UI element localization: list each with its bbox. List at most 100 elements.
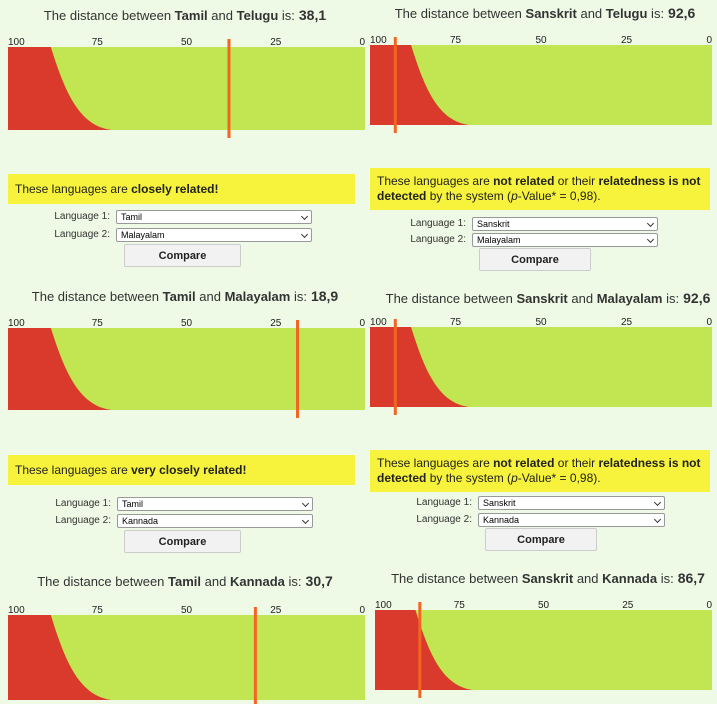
- result-segment: These languages are: [377, 456, 494, 470]
- x-tick-label: 75: [91, 318, 103, 329]
- result-segment: relatedness is not detected: [377, 174, 701, 203]
- result-segment: closely related!: [131, 181, 219, 196]
- result-segment: -Value* = 0,98).: [517, 189, 601, 203]
- language-1-label: Language 1:: [410, 218, 466, 229]
- language-1-select[interactable]: Sanskrit: [472, 217, 658, 231]
- title-suffix: is:: [651, 6, 665, 21]
- title-suffix: is:: [288, 574, 302, 589]
- x-tick-label: 100: [8, 318, 25, 329]
- result-segment: relatedness is not detected: [377, 456, 701, 485]
- language-1: Sanskrit: [525, 6, 577, 21]
- distance-title: The distance between Tamil and Telugu is…: [44, 7, 326, 23]
- distance-chart: [8, 607, 365, 704]
- compare-button[interactable]: Compare: [485, 528, 597, 551]
- title-suffix: is:: [660, 571, 674, 586]
- x-tick-label: 0: [706, 35, 712, 46]
- x-tick-label: 100: [8, 37, 25, 48]
- title-suffix: is:: [293, 289, 307, 304]
- title-prefix: The distance between: [43, 8, 172, 23]
- title-conj: and: [580, 6, 603, 21]
- language-2-label: Language 2:: [55, 515, 111, 526]
- title-prefix: The distance between: [37, 574, 165, 589]
- result-box: These languages are not related or their…: [370, 168, 710, 210]
- distance-value: 92,6: [668, 5, 696, 21]
- language-2-select[interactable]: Malayalam: [472, 233, 658, 247]
- title-prefix: The distance between: [31, 289, 159, 304]
- distance-value: 92,6: [683, 290, 711, 306]
- language-2-select[interactable]: Kannada: [117, 514, 313, 528]
- x-tick-label: 75: [449, 35, 462, 46]
- distance-title: The distance between Sanskrit and Malaya…: [386, 290, 711, 306]
- language-2: Kannada: [230, 574, 285, 589]
- x-tick-label: 25: [270, 37, 282, 48]
- language-1: Sanskrit: [516, 291, 568, 306]
- distance-chart: [370, 37, 712, 133]
- language-1: Tamil: [168, 574, 202, 589]
- distance-title: The distance between Tamil and Kannada i…: [37, 573, 333, 589]
- x-tick-label: 0: [359, 318, 365, 329]
- compare-button[interactable]: Compare: [124, 530, 241, 553]
- x-tick-label: 25: [620, 35, 633, 46]
- result-box: These languages are not related or their…: [370, 450, 710, 492]
- x-tick-label: 50: [180, 37, 193, 48]
- unrelated-zone: [8, 615, 112, 700]
- x-tick-label: 75: [453, 600, 465, 611]
- x-tick-label: 50: [537, 600, 550, 611]
- language-2: Telugu: [236, 8, 279, 23]
- x-tick-label: 50: [180, 318, 193, 329]
- result-segment: These languages are: [15, 181, 132, 196]
- result-segment: by the system (: [426, 189, 512, 203]
- x-tick-label: 100: [375, 600, 392, 611]
- distance-chart: [370, 319, 712, 415]
- language-1-select[interactable]: Tamil: [117, 497, 313, 511]
- distance-title: The distance between Tamil and Malayalam…: [32, 288, 338, 304]
- compare-button[interactable]: Compare: [479, 248, 591, 271]
- language-2: Malayalam: [224, 289, 291, 304]
- distance-chart: [8, 39, 365, 138]
- result-segment: p: [511, 471, 518, 485]
- language-1-select[interactable]: Tamil: [116, 210, 312, 224]
- unrelated-zone: [8, 47, 112, 130]
- result-segment: by the system (: [426, 471, 512, 485]
- x-tick-label: 25: [620, 317, 633, 328]
- language-2-select[interactable]: Kannada: [478, 513, 665, 527]
- x-tick-label: 50: [535, 317, 547, 328]
- title-conj: and: [576, 571, 599, 586]
- language-1-label: Language 1:: [54, 211, 110, 222]
- x-tick-label: 75: [91, 605, 103, 616]
- result-segment: or their: [554, 174, 599, 188]
- distance-value: 38,1: [298, 7, 327, 23]
- result-box: These languages are very closely related…: [8, 455, 355, 485]
- title-conj: and: [199, 289, 221, 304]
- language-2-label: Language 2:: [416, 514, 472, 525]
- x-tick-label: 100: [370, 35, 387, 46]
- title-conj: and: [211, 8, 234, 23]
- x-tick-label: 25: [622, 600, 634, 611]
- result-segment: very closely related!: [131, 462, 247, 477]
- distance-value: 86,7: [677, 570, 705, 586]
- language-2-select[interactable]: Malayalam: [116, 228, 312, 242]
- language-2-label: Language 2:: [410, 234, 466, 245]
- title-suffix: is:: [281, 8, 295, 23]
- result-segment: p: [511, 189, 518, 203]
- result-segment: not related: [493, 174, 555, 188]
- language-1-select[interactable]: Sanskrit: [478, 496, 665, 510]
- result-segment: not related: [493, 456, 555, 470]
- x-tick-label: 75: [449, 317, 462, 328]
- unrelated-zone: [375, 610, 473, 690]
- distance-value: 18,9: [310, 288, 339, 304]
- title-prefix: The distance between: [394, 6, 522, 21]
- result-text: These languages are not related or their…: [377, 174, 703, 204]
- x-tick-label: 100: [370, 317, 387, 328]
- distance-title: The distance between Sanskrit and Kannad…: [391, 570, 705, 586]
- x-tick-label: 25: [270, 318, 282, 329]
- x-tick-label: 0: [706, 600, 712, 611]
- result-segment: These languages are: [377, 174, 494, 188]
- result-text: These languages are very closely related…: [15, 463, 247, 478]
- result-text: These languages are closely related!: [15, 182, 218, 197]
- result-segment: or their: [554, 456, 599, 470]
- compare-button[interactable]: Compare: [124, 244, 241, 267]
- distance-chart: [375, 602, 712, 698]
- x-tick-label: 75: [91, 37, 103, 48]
